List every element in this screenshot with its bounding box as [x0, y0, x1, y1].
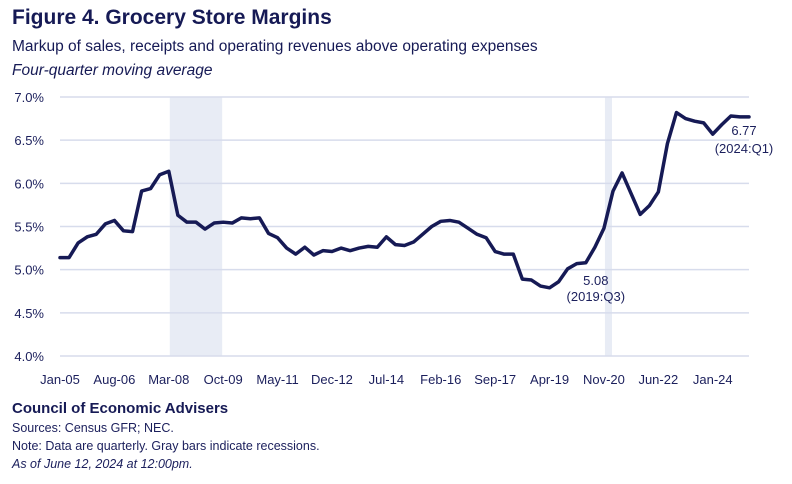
annotation-date: (2024:Q1) — [715, 141, 774, 156]
x-tick-label: Jan-24 — [693, 372, 733, 387]
y-tick-label: 4.0% — [14, 349, 44, 364]
x-tick-label: Sep-17 — [474, 372, 516, 387]
x-tick-label: Dec-12 — [311, 372, 353, 387]
chart-canvas: 4.0% 4.5% 5.0% 5.5% 6.0% 6.5% 7.0% Jan-05 Aug-06… — [14, 90, 774, 387]
footer-sources: Sources: Census GFR; NEC. — [12, 421, 174, 435]
y-tick-label: 6.5% — [14, 133, 44, 148]
chart-note: Four-quarter moving average — [12, 62, 213, 79]
x-tick-label: Nov-20 — [583, 372, 625, 387]
annotation-date: (2019:Q3) — [567, 289, 626, 304]
y-tick-label: 7.0% — [14, 90, 44, 105]
footer-as-of: As of June 12, 2024 at 12:00pm. — [12, 457, 193, 471]
y-tick-label: 4.5% — [14, 306, 44, 321]
x-tick-label: Apr-19 — [530, 372, 569, 387]
footer-note: Note: Data are quarterly. Gray bars indi… — [12, 439, 320, 453]
x-tick-label: Jun-22 — [638, 372, 678, 387]
annotation-value: 5.08 — [583, 273, 608, 288]
x-tick-label: Mar-08 — [148, 372, 189, 387]
chart-subtitle: Markup of sales, receipts and operating … — [12, 38, 538, 55]
y-tick-label: 5.5% — [14, 220, 44, 235]
x-tick-label: Aug-06 — [93, 372, 135, 387]
series-line — [58, 110, 751, 290]
x-tick-label: May-11 — [256, 372, 298, 387]
chart-title: Figure 4. Grocery Store Margins — [12, 6, 332, 29]
y-tick-label: 5.0% — [14, 263, 44, 278]
footer-organization: Council of Economic Advisers — [12, 400, 229, 417]
x-tick-label: Jan-05 — [40, 372, 80, 387]
y-tick-label: 6.0% — [14, 176, 44, 191]
x-tick-label: Oct-09 — [204, 372, 243, 387]
x-tick-label: Jul-14 — [369, 372, 404, 387]
x-tick-label: Feb-16 — [420, 372, 461, 387]
annotation-value: 6.77 — [731, 123, 756, 138]
